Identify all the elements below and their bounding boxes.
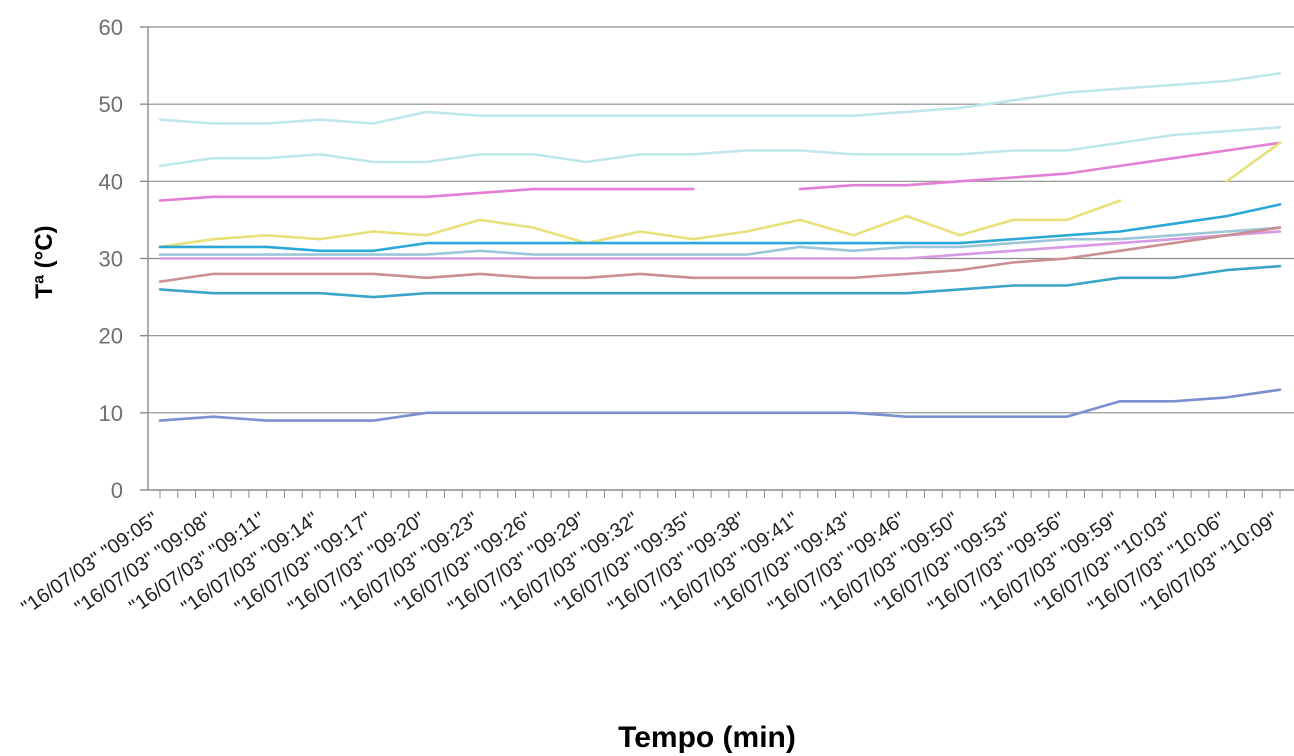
series-line-9 — [158, 264, 1282, 299]
series-line-4-part-1 — [158, 199, 1122, 249]
y-tick-label: 40 — [99, 169, 123, 194]
series-line-6 — [158, 226, 1282, 256]
axes — [140, 26, 1294, 498]
series-line-7 — [158, 230, 1282, 260]
x-tick-labels: "16/07/03" "09:05""16/07/03" "09:08""16/… — [18, 508, 1283, 619]
series-line-1 — [158, 72, 1282, 125]
y-tick-label: 50 — [99, 92, 123, 117]
y-axis-label: Tª (°C) — [31, 225, 58, 298]
y-tick-label: 60 — [99, 15, 123, 40]
y-tick-label: 0 — [111, 478, 123, 503]
series-line-3-part-1 — [158, 187, 695, 202]
series-line-4-part-2 — [1225, 141, 1282, 183]
y-tick-label: 30 — [99, 247, 123, 272]
series-line-2 — [158, 126, 1282, 168]
y-tick-labels: 0 10 20 30 40 50 60 — [99, 15, 123, 503]
series-line-5 — [158, 203, 1282, 253]
series-line-10 — [158, 388, 1282, 422]
series-lines — [158, 72, 1282, 422]
series-line-3-part-2 — [798, 141, 1282, 191]
y-tick-label: 10 — [99, 401, 123, 426]
gridlines — [148, 26, 1294, 414]
x-axis-label: Tempo (min) — [618, 721, 796, 754]
series-line-8 — [158, 226, 1282, 283]
y-tick-label: 20 — [99, 324, 123, 349]
